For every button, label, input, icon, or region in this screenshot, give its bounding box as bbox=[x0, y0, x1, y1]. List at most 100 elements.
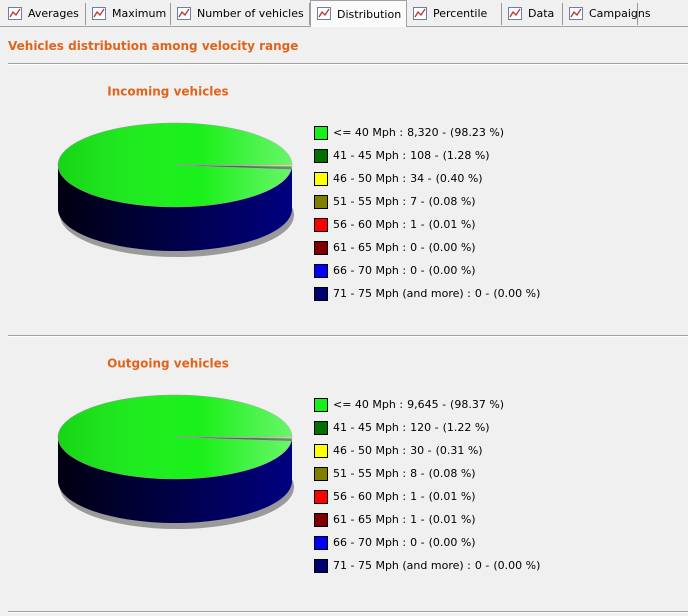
legend-percent-labels: (98.23 %) bbox=[450, 126, 504, 139]
legend-categories: 61 - 65 Mph : bbox=[333, 513, 406, 526]
legend-categories: 66 - 70 Mph : bbox=[333, 536, 406, 549]
pie-shine bbox=[58, 123, 292, 207]
separator bbox=[8, 335, 688, 337]
legend-percent-labels: (0.08 %) bbox=[429, 195, 476, 208]
legend-percent-labels: (1.28 %) bbox=[443, 149, 490, 162]
legend-categories: 66 - 70 Mph : bbox=[333, 264, 406, 277]
tab[interactable]: Maximum bbox=[86, 3, 171, 25]
legend-entry: 46 - 50 Mph : 34 - (0.40 %) bbox=[333, 172, 483, 185]
tab-label[interactable]: Distribution bbox=[337, 8, 402, 21]
legend-categories: <= 40 Mph : bbox=[333, 126, 403, 139]
separator bbox=[8, 611, 688, 613]
legend-percent-labels: (0.08 %) bbox=[429, 467, 476, 480]
tab-label[interactable]: Percentile bbox=[433, 7, 488, 20]
legend-swatch bbox=[314, 490, 328, 504]
legend-entry: <= 40 Mph : 8,320 - (98.23 %) bbox=[333, 126, 504, 139]
legend-value-labels: 0 - bbox=[410, 241, 424, 254]
legend-categories: <= 40 Mph : bbox=[333, 398, 403, 411]
tab-icon bbox=[177, 7, 191, 20]
tab[interactable]: Averages bbox=[2, 3, 86, 25]
legend-categories: 51 - 55 Mph : bbox=[333, 195, 406, 208]
pie-shine bbox=[58, 395, 292, 479]
legend-categories: 71 - 75 Mph (and more) : bbox=[333, 559, 471, 572]
legend-swatch bbox=[314, 398, 328, 412]
legend-entry: 56 - 60 Mph : 1 - (0.01 %) bbox=[333, 218, 476, 231]
legend-percent-labels: (0.00 %) bbox=[493, 287, 540, 300]
legend-swatch bbox=[314, 513, 328, 527]
tab-label[interactable]: Averages bbox=[28, 7, 79, 20]
legend-value-labels: 30 - bbox=[410, 444, 431, 457]
legend-percent-labels: (1.22 %) bbox=[443, 421, 490, 434]
legend-categories: 46 - 50 Mph : bbox=[333, 172, 406, 185]
legend-value-labels: 108 - bbox=[410, 149, 438, 162]
legend-percent-labels: (0.00 %) bbox=[493, 559, 540, 572]
tab[interactable]: Percentile bbox=[407, 3, 502, 25]
legend-entry: 41 - 45 Mph : 120 - (1.22 %) bbox=[333, 421, 490, 434]
legend-entry: 71 - 75 Mph (and more) : 0 - (0.00 %) bbox=[333, 287, 540, 300]
legend-entry: 51 - 55 Mph : 8 - (0.08 %) bbox=[333, 467, 476, 480]
legend-percent-labels: (0.40 %) bbox=[436, 172, 483, 185]
legend-swatch bbox=[314, 126, 328, 140]
tab-icon bbox=[508, 7, 522, 20]
legend-entry: 56 - 60 Mph : 1 - (0.01 %) bbox=[333, 490, 476, 503]
tab-bar: Averages Maximum Number of vehicles Distrib… bbox=[0, 0, 688, 27]
legend-value-labels: 7 - bbox=[410, 195, 424, 208]
legend-value-labels: 0 - bbox=[475, 287, 489, 300]
legend-categories: 56 - 60 Mph : bbox=[333, 490, 406, 503]
legend-swatch bbox=[314, 559, 328, 573]
legend-swatch bbox=[314, 264, 328, 278]
legend-entry: 41 - 45 Mph : 108 - (1.28 %) bbox=[333, 149, 490, 162]
legend-value-labels: 8,320 - bbox=[407, 126, 446, 139]
legend-entry: 66 - 70 Mph : 0 - (0.00 %) bbox=[333, 536, 476, 549]
legend-entry: 51 - 55 Mph : 7 - (0.08 %) bbox=[333, 195, 476, 208]
legend-categories: 41 - 45 Mph : bbox=[333, 149, 406, 162]
chart-title: Outgoing vehicles bbox=[107, 357, 229, 371]
legend-value-labels: 1 - bbox=[410, 513, 424, 526]
tab[interactable]: Distribution bbox=[310, 0, 407, 27]
legend-percent-labels: (0.00 %) bbox=[429, 536, 476, 549]
pie-side bbox=[58, 165, 292, 251]
heading: Vehicles distribution among velocity ran… bbox=[8, 39, 299, 53]
legend-entry: 61 - 65 Mph : 1 - (0.01 %) bbox=[333, 513, 476, 526]
tab[interactable]: Data bbox=[502, 3, 563, 25]
legend-value-labels: 1 - bbox=[410, 218, 424, 231]
tab[interactable]: Number of vehicles bbox=[171, 3, 310, 25]
legend-categories: 46 - 50 Mph : bbox=[333, 444, 406, 457]
legend-swatch bbox=[314, 421, 328, 435]
legend-value-labels: 0 - bbox=[410, 264, 424, 277]
legend-percent-labels: (98.37 %) bbox=[450, 398, 504, 411]
legend-categories: 71 - 75 Mph (and more) : bbox=[333, 287, 471, 300]
tab-label[interactable]: Maximum bbox=[112, 7, 167, 20]
tab-icon bbox=[569, 7, 583, 20]
legend-value-labels: 34 - bbox=[410, 172, 431, 185]
tab-label[interactable]: Campaigns bbox=[589, 7, 651, 20]
legend-swatch bbox=[314, 467, 328, 481]
tab-label[interactable]: Data bbox=[528, 7, 555, 20]
legend-categories: 41 - 45 Mph : bbox=[333, 421, 406, 434]
chart-title: Incoming vehicles bbox=[107, 85, 228, 99]
legend-categories: 61 - 65 Mph : bbox=[333, 241, 406, 254]
legend-percent-labels: (0.31 %) bbox=[436, 444, 483, 457]
legend-entry: 66 - 70 Mph : 0 - (0.00 %) bbox=[333, 264, 476, 277]
tab[interactable]: Campaigns bbox=[563, 3, 651, 25]
legend-entry: <= 40 Mph : 9,645 - (98.37 %) bbox=[333, 398, 504, 411]
tab-icon bbox=[8, 7, 22, 20]
tab-icon bbox=[413, 7, 427, 20]
legend-categories: 51 - 55 Mph : bbox=[333, 467, 406, 480]
tab-label[interactable]: Number of vehicles bbox=[197, 7, 304, 20]
pie-side bbox=[58, 437, 292, 523]
legend-percent-labels: (0.01 %) bbox=[429, 218, 476, 231]
tab-icon bbox=[92, 7, 106, 20]
legend-swatch bbox=[314, 241, 328, 255]
legend-swatch bbox=[314, 195, 328, 209]
legend-swatch bbox=[314, 444, 328, 458]
legend-value-labels: 120 - bbox=[410, 421, 438, 434]
separator bbox=[8, 63, 688, 65]
legend-entry: 71 - 75 Mph (and more) : 0 - (0.00 %) bbox=[333, 559, 540, 572]
legend-entry: 46 - 50 Mph : 30 - (0.31 %) bbox=[333, 444, 483, 457]
legend-categories: 56 - 60 Mph : bbox=[333, 218, 406, 231]
legend-percent-labels: (0.01 %) bbox=[429, 490, 476, 503]
legend-value-labels: 8 - bbox=[410, 467, 424, 480]
legend-swatch bbox=[314, 149, 328, 163]
legend-swatch bbox=[314, 172, 328, 186]
